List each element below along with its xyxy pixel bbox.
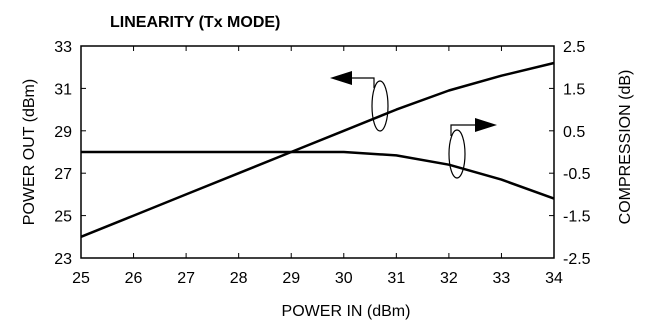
x-tick-label: 26 [125, 270, 143, 287]
x-tick-label: 25 [72, 270, 90, 287]
y-axis-title: POWER OUT (dBm) [21, 79, 38, 225]
y2-tick-label: 1.5 [563, 81, 585, 98]
y-tick-label: 27 [54, 166, 72, 183]
y-tick-label: 23 [54, 251, 72, 268]
chart-title: LINEARITY (Tx MODE) [110, 14, 280, 31]
x-tick-label: 34 [545, 270, 563, 287]
compression-line [81, 150, 555, 200]
series-lines [80, 61, 555, 238]
x-tick-label: 28 [230, 270, 248, 287]
y-tick-label: 29 [54, 124, 72, 141]
x-tick-label: 31 [387, 270, 405, 287]
y2-tick-label: 2.5 [563, 39, 585, 56]
left-arrow-shaft [350, 77, 375, 88]
series-indicators [330, 71, 497, 179]
x-tick-label: 32 [440, 270, 458, 287]
x-axis-ticks: 25 26 27 28 29 30 31 32 33 34 [72, 46, 563, 287]
x-axis-title: POWER IN (dBm) [282, 303, 411, 320]
y2-tick-label: -1.5 [563, 209, 591, 226]
y-tick-label: 31 [54, 81, 72, 98]
y-tick-label: 25 [54, 209, 72, 226]
left-arrowhead [330, 71, 352, 85]
y-tick-label: 33 [54, 39, 72, 56]
x-tick-label: 33 [493, 270, 511, 287]
x-tick-label: 30 [335, 270, 353, 287]
y2-tick-label: 0.5 [563, 124, 585, 141]
power-out-indicator-ellipse [371, 80, 389, 132]
right-arrowhead [475, 118, 497, 132]
y2-tick-label: -2.5 [563, 251, 591, 268]
y2-tick-label: -0.5 [563, 166, 591, 183]
x-tick-label: 27 [177, 270, 195, 287]
right-arrow-shaft [450, 124, 478, 136]
x-tick-label: 29 [282, 270, 300, 287]
y2-axis-ticks: 2.5 1.5 0.5 -0.5 -1.5 -2.5 [549, 39, 591, 268]
power-out-line [80, 61, 555, 238]
y2-axis-title: COMPRESSION (dB) [617, 70, 634, 225]
compression-indicator-ellipse [448, 129, 466, 179]
y-axis-ticks: 33 31 29 27 25 23 [54, 39, 86, 268]
